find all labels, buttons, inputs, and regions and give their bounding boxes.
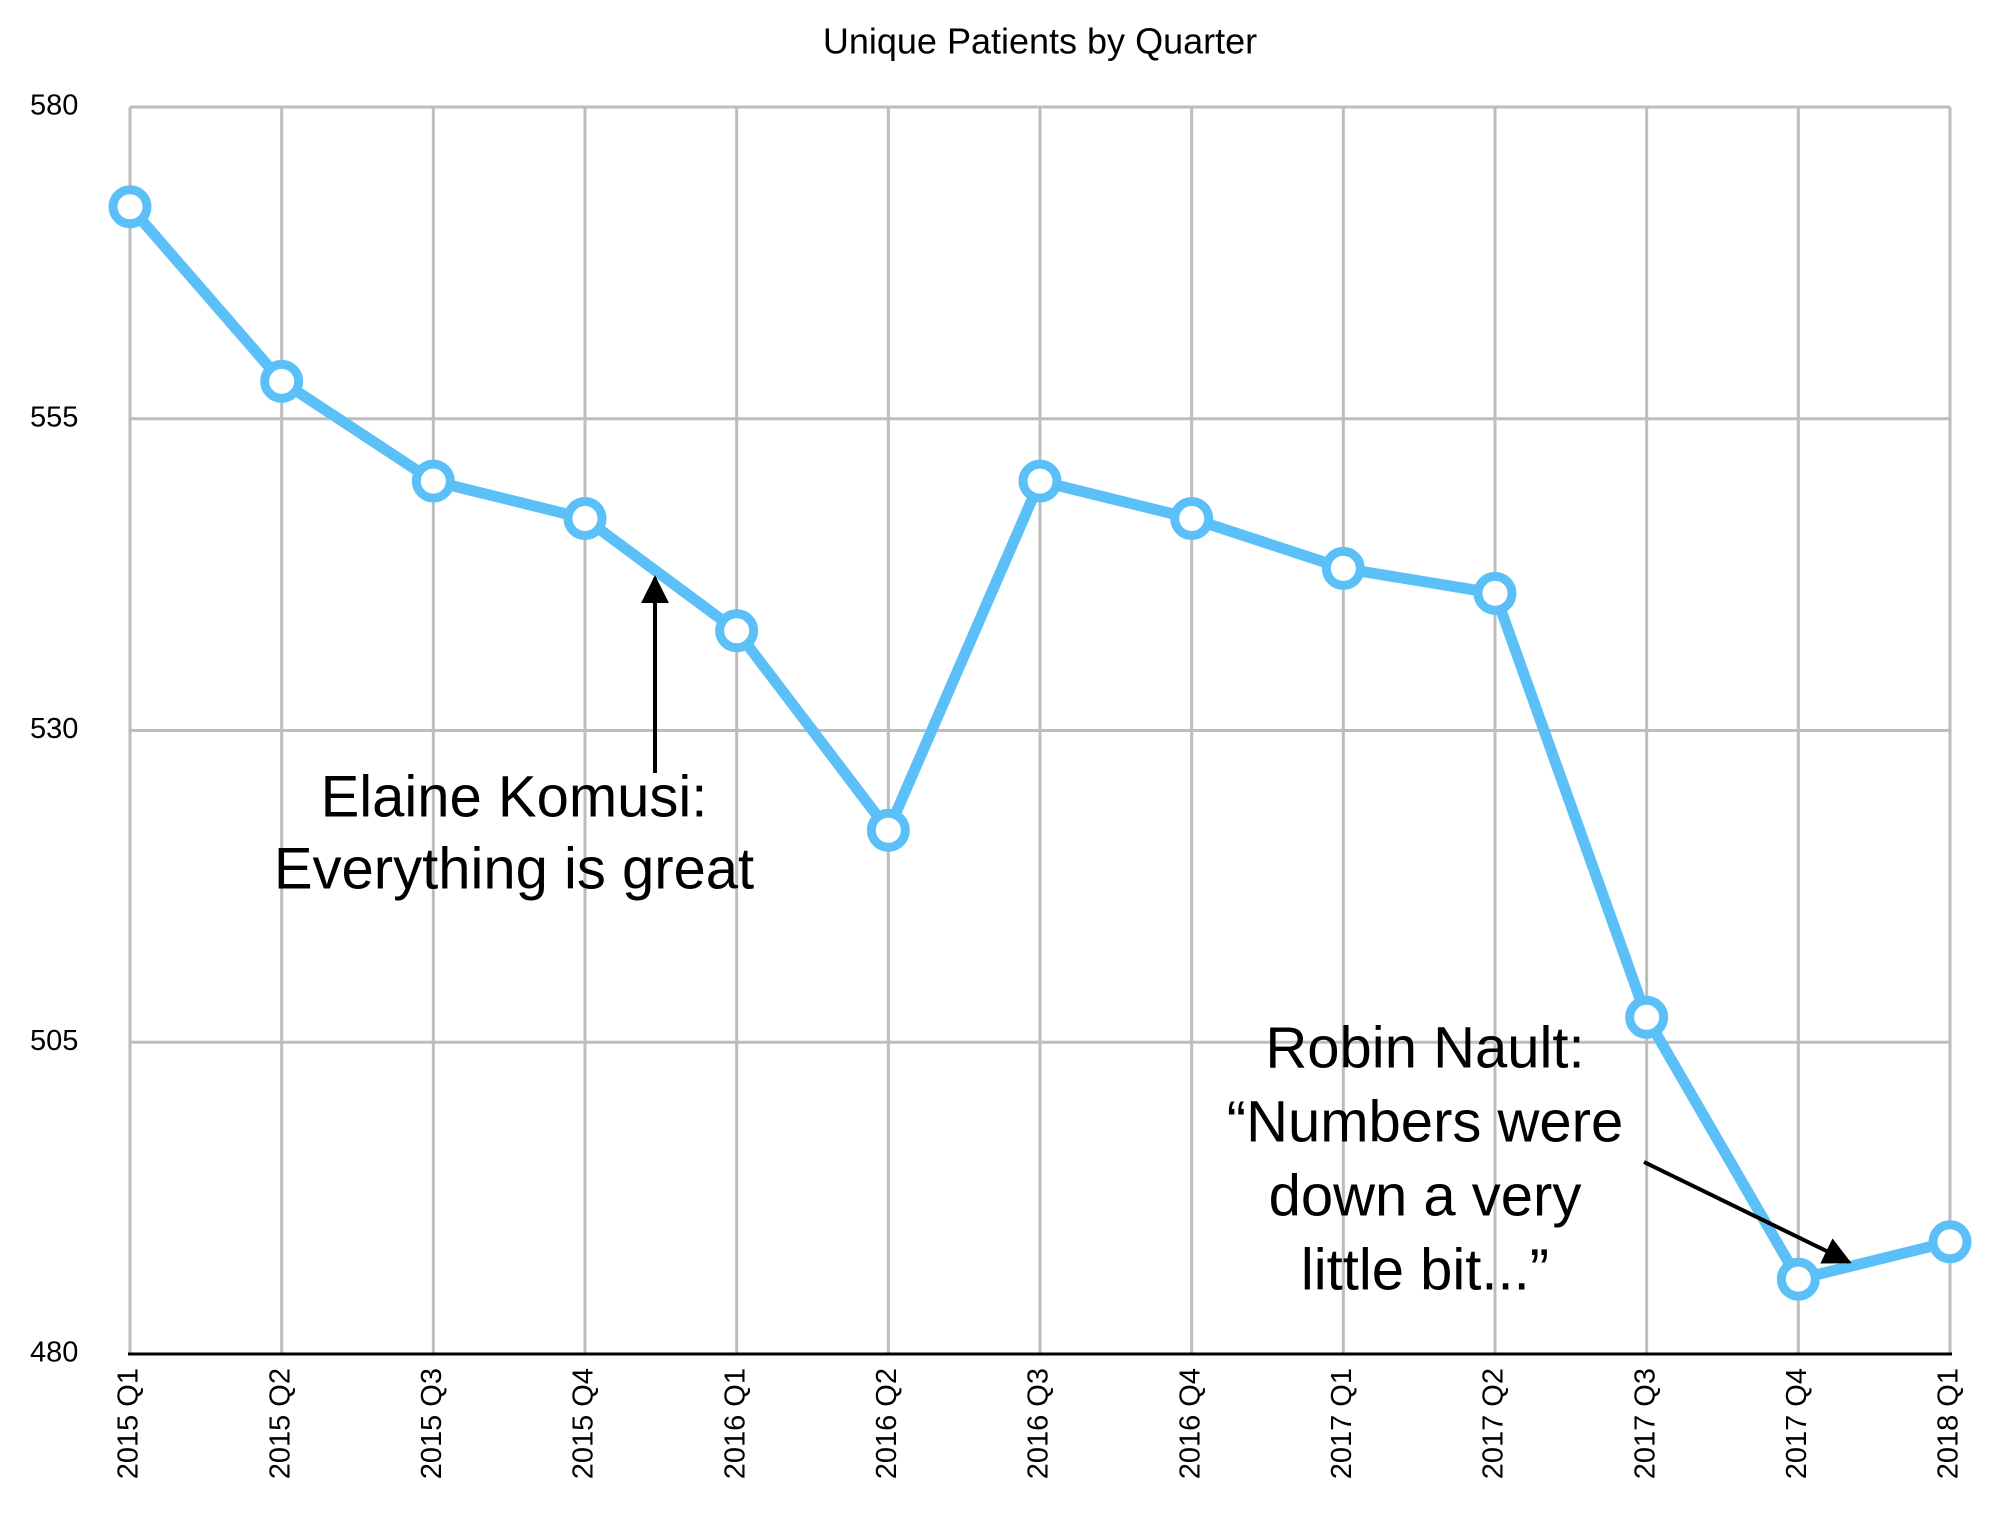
y-tick-label: 580 xyxy=(30,90,78,122)
x-tick-label: 2016 Q3 xyxy=(1023,1368,1055,1479)
y-tick-label: 530 xyxy=(30,713,78,745)
annotation-text: Elaine Komusi: xyxy=(321,764,708,829)
x-tick-label: 2016 Q4 xyxy=(1174,1368,1206,1479)
data-point xyxy=(411,459,455,503)
y-tick-label: 505 xyxy=(30,1025,78,1057)
x-tick-label: 2017 Q1 xyxy=(1326,1368,1358,1479)
data-point xyxy=(108,185,152,229)
data-point xyxy=(1473,571,1517,615)
plot-area xyxy=(108,185,1972,1301)
data-point xyxy=(1625,995,1669,1039)
data-point xyxy=(1321,546,1365,590)
data-point xyxy=(563,497,607,541)
x-tick-label: 2017 Q3 xyxy=(1629,1368,1661,1479)
x-tick-label: 2015 Q1 xyxy=(113,1368,145,1479)
annotation-text: “Numbers were xyxy=(1227,1089,1623,1154)
data-point xyxy=(866,808,910,852)
annotation-text: little bit...” xyxy=(1301,1237,1549,1302)
x-tick-label: 2015 Q3 xyxy=(416,1368,448,1479)
data-point xyxy=(1018,459,1062,503)
data-point xyxy=(260,359,304,403)
x-tick-label: 2017 Q4 xyxy=(1781,1368,1813,1479)
x-tick-label: 2015 Q4 xyxy=(568,1368,600,1479)
y-tick-label: 480 xyxy=(30,1337,78,1369)
annotation-text: down a very xyxy=(1269,1163,1582,1228)
data-point xyxy=(1928,1220,1972,1264)
x-tick-label: 2015 Q2 xyxy=(264,1368,296,1479)
x-tick-label: 2016 Q2 xyxy=(871,1368,903,1479)
data-point xyxy=(1170,497,1214,541)
data-point xyxy=(715,609,759,653)
x-tick-label: 2018 Q1 xyxy=(1933,1368,1965,1479)
y-tick-label: 555 xyxy=(30,401,78,433)
annotation-text: Everything is great xyxy=(274,836,754,901)
annotation-arrow xyxy=(1643,1160,1852,1264)
grid xyxy=(128,105,1952,1356)
annotations: Elaine Komusi: Everything is great Robin N… xyxy=(274,764,1623,1302)
chart-title: Unique Patients by Quarter xyxy=(823,21,1257,62)
x-tick-label: 2017 Q2 xyxy=(1478,1368,1510,1479)
data-point xyxy=(1776,1257,1820,1301)
x-tick-label: 2016 Q1 xyxy=(719,1368,751,1479)
annotation-text: Robin Nault: xyxy=(1265,1015,1584,1080)
